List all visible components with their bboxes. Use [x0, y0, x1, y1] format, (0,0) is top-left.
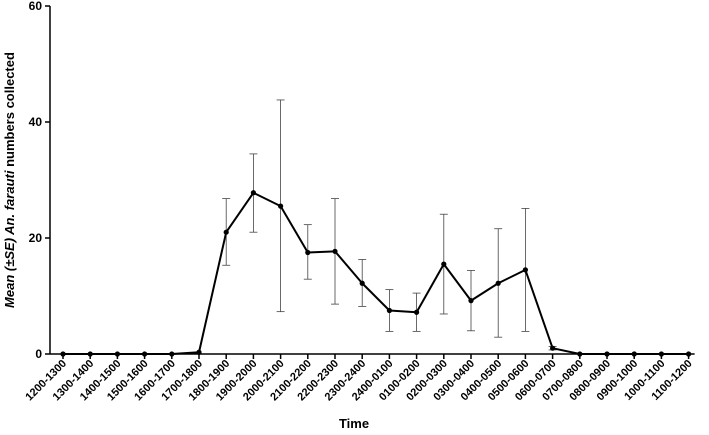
y-tick-label: 60: [29, 0, 43, 13]
data-point: [87, 351, 93, 357]
data-point: [550, 345, 556, 351]
data-point: [359, 280, 365, 286]
y-axis-title-suffix: numbers collected: [2, 52, 17, 171]
y-tick-label: 0: [35, 347, 42, 361]
y-tick-label: 20: [29, 231, 43, 245]
data-point: [196, 349, 202, 355]
data-point: [441, 261, 447, 267]
data-point: [522, 267, 529, 273]
data-point: [278, 203, 284, 209]
data-point: [604, 351, 610, 357]
series-group: [60, 190, 692, 357]
y-axis-title-prefix: Mean (±SE): [2, 235, 17, 308]
data-point: [223, 229, 229, 235]
data-point: [468, 298, 474, 304]
data-point: [114, 351, 120, 357]
data-point: [169, 351, 175, 357]
x-axis: 1200-13001300-14001400-15001500-16001600…: [23, 353, 695, 403]
x-axis-title: Time: [339, 416, 369, 431]
data-point: [250, 190, 256, 196]
y-axis-title-species: An. farauti: [2, 170, 17, 236]
data-point: [386, 307, 392, 314]
data-point: [495, 280, 501, 286]
data-point: [577, 351, 583, 357]
data-point: [658, 351, 665, 357]
data-point: [305, 249, 311, 256]
data-point: [332, 248, 338, 254]
y-axis-title: Mean (±SE) An. farauti numbers collected: [2, 52, 17, 308]
y-tick-label: 40: [29, 115, 43, 129]
data-point: [686, 351, 692, 357]
data-point: [60, 351, 66, 357]
data-point: [142, 351, 148, 357]
data-point: [414, 309, 420, 315]
series-line: [63, 191, 689, 355]
y-axis: 0 20 40 60: [29, 0, 51, 361]
data-point: [631, 351, 637, 357]
